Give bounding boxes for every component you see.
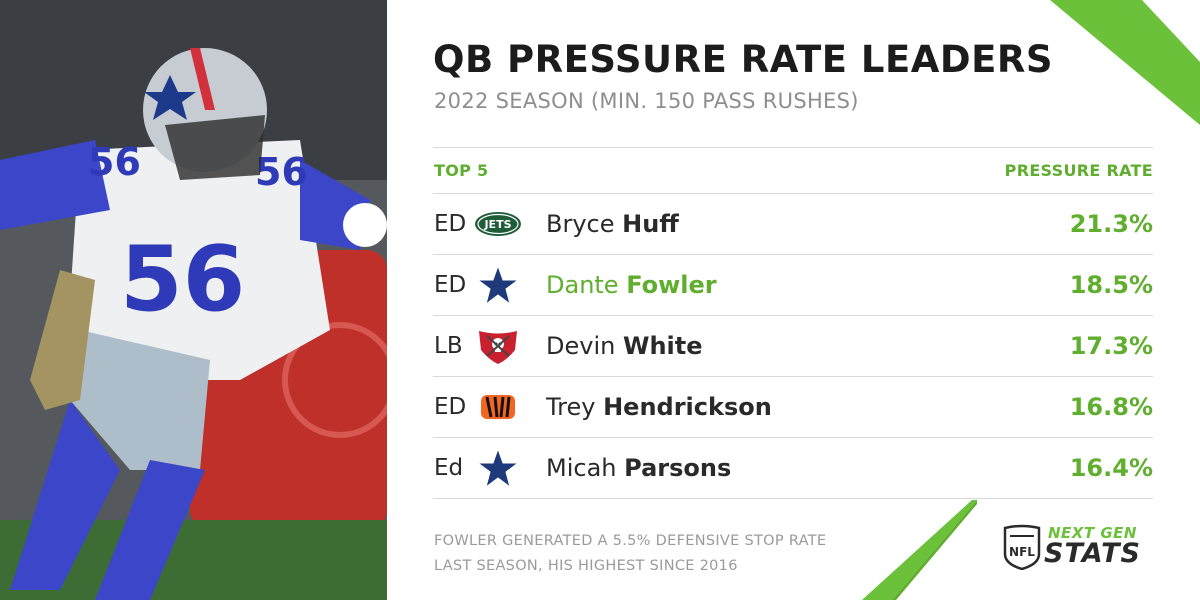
svg-text:JETS: JETS xyxy=(483,218,511,231)
player-name: Trey Hendrickson xyxy=(546,393,772,421)
svg-text:NFL: NFL xyxy=(1009,545,1035,559)
player-name: Bryce Huff xyxy=(546,210,679,238)
bengals-logo-icon xyxy=(481,395,515,419)
row-divider xyxy=(433,315,1153,316)
table-row: Ed Micah Parsons 16.4% xyxy=(433,438,1153,499)
player-name: Devin White xyxy=(546,332,703,360)
brand-stats: STATS xyxy=(1044,538,1141,569)
player-photo: 56 56 56 xyxy=(0,0,387,600)
svg-text:56: 56 xyxy=(255,150,308,194)
table-header-rate: PRESSURE RATE xyxy=(1004,161,1153,180)
player-name: Micah Parsons xyxy=(546,454,732,482)
pressure-rate-value: 17.3% xyxy=(1069,332,1153,360)
pressure-rate-value: 18.5% xyxy=(1069,271,1153,299)
nfl-shield-icon: NFL xyxy=(1003,524,1041,570)
page-title: QB PRESSURE RATE LEADERS xyxy=(433,38,1054,81)
player-position: ED xyxy=(434,394,467,420)
svg-text:56: 56 xyxy=(120,227,245,332)
divider xyxy=(433,147,1153,148)
player-position: ED xyxy=(434,272,467,298)
cowboys-star-icon xyxy=(476,265,520,305)
player-name: Dante Fowler xyxy=(546,271,717,299)
row-divider xyxy=(433,437,1153,438)
table-row: ED Dante Fowler 18.5% xyxy=(433,255,1153,316)
table-row: LB Devin White 17.3% xyxy=(433,316,1153,377)
table-header-rank: TOP 5 xyxy=(434,161,489,180)
player-position: LB xyxy=(434,333,463,359)
player-position: Ed xyxy=(434,455,464,481)
buccaneers-flag-icon xyxy=(479,331,517,364)
player-position: ED xyxy=(434,211,467,237)
page-subtitle: 2022 SEASON (MIN. 150 PASS RUSHES) xyxy=(434,89,859,113)
table-row: ED Trey Hendrickson 16.8% xyxy=(433,377,1153,438)
pressure-rate-value: 16.4% xyxy=(1069,454,1153,482)
row-divider xyxy=(433,254,1153,255)
divider xyxy=(433,193,1153,194)
pressure-rate-value: 21.3% xyxy=(1069,210,1153,238)
bottom-accent-stripe xyxy=(862,500,977,600)
footnote: FOWLER GENERATED A 5.5% DEFENSIVE STOP R… xyxy=(434,533,827,574)
jets-logo-icon: JETS xyxy=(475,212,521,236)
cowboys-star-icon xyxy=(476,448,520,488)
pressure-rate-value: 16.8% xyxy=(1069,393,1153,421)
row-divider xyxy=(433,376,1153,377)
top-right-accent-stripe xyxy=(1050,0,1200,125)
brand-next-gen: NEXT GEN xyxy=(1048,524,1137,542)
divider xyxy=(433,498,1153,499)
table-row: ED JETS Bryce Huff 21.3% xyxy=(433,194,1153,255)
svg-text:56: 56 xyxy=(88,140,141,184)
